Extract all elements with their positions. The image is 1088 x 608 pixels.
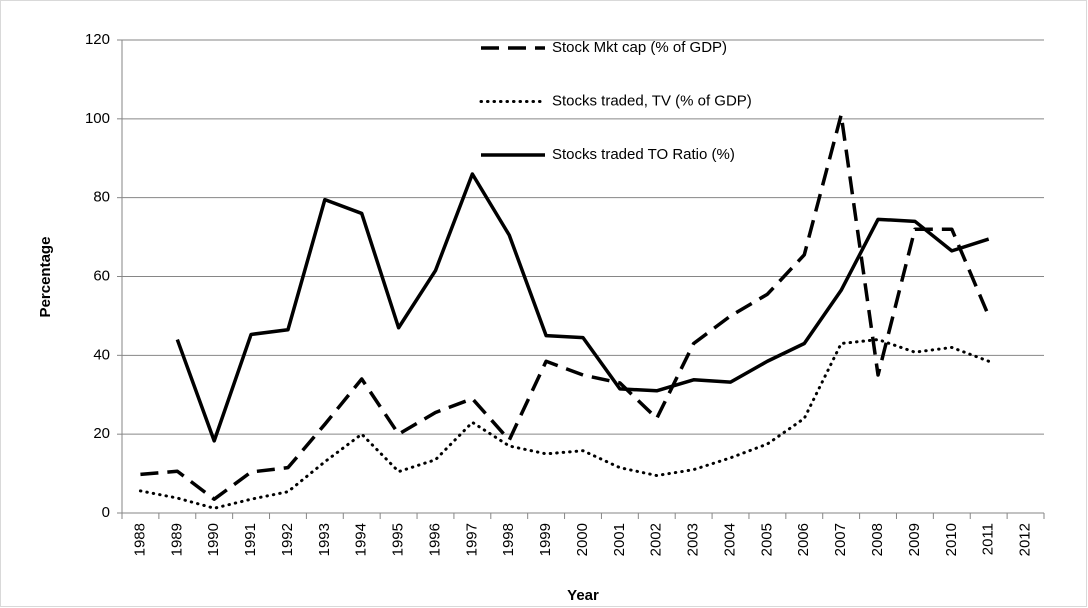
x-tick-label: 1995 bbox=[390, 523, 407, 556]
x-tick-label: 1999 bbox=[537, 523, 554, 556]
x-tick-label: 1988 bbox=[131, 523, 148, 556]
x-tick-label: 1992 bbox=[279, 523, 296, 556]
legend-label: Stocks traded TO Ratio (%) bbox=[552, 146, 735, 163]
series-line bbox=[138, 338, 991, 510]
series-line bbox=[140, 113, 991, 501]
y-tick-label: 0 bbox=[102, 504, 110, 521]
y-tick-label: 60 bbox=[93, 267, 110, 284]
x-tick-label: 2002 bbox=[648, 523, 665, 556]
y-tick-label: 120 bbox=[85, 31, 110, 48]
x-tick-label: 2011 bbox=[980, 523, 997, 555]
series-line bbox=[175, 172, 990, 443]
x-tick-label: 1990 bbox=[205, 523, 222, 556]
x-tick-label: 2009 bbox=[906, 523, 923, 556]
y-tick-label: 100 bbox=[85, 110, 110, 127]
legend-label: Stock Mkt cap (% of GDP) bbox=[552, 39, 727, 56]
x-tick-label: 1994 bbox=[353, 523, 370, 556]
x-tick-label: 2010 bbox=[943, 523, 960, 556]
x-tick-label: 2005 bbox=[758, 523, 775, 556]
x-tick-label: 1989 bbox=[168, 523, 185, 556]
x-tick-label: 1998 bbox=[500, 523, 517, 556]
x-tick-label: 2007 bbox=[832, 523, 849, 556]
x-tick-label: 1996 bbox=[426, 523, 443, 556]
x-tick-label: 2006 bbox=[795, 523, 812, 556]
x-tick-label: 2004 bbox=[721, 523, 738, 556]
y-axis-title: Percentage bbox=[37, 237, 54, 318]
x-tick-label: 2003 bbox=[685, 523, 702, 556]
legend-label: Stocks traded, TV (% of GDP) bbox=[552, 92, 752, 109]
y-tick-label: 40 bbox=[93, 346, 110, 363]
x-axis-title: Year bbox=[567, 587, 599, 604]
x-tick-label: 2012 bbox=[1017, 523, 1034, 556]
y-tick-label: 80 bbox=[93, 189, 110, 206]
y-tick-label: 20 bbox=[93, 425, 110, 442]
x-tick-label: 2000 bbox=[574, 523, 591, 556]
x-tick-label: 2001 bbox=[611, 523, 628, 556]
x-tick-label: 1991 bbox=[242, 523, 259, 556]
x-tick-label: 1997 bbox=[463, 523, 480, 556]
x-tick-label: 1993 bbox=[316, 523, 333, 556]
x-tick-label: 2008 bbox=[869, 523, 886, 556]
